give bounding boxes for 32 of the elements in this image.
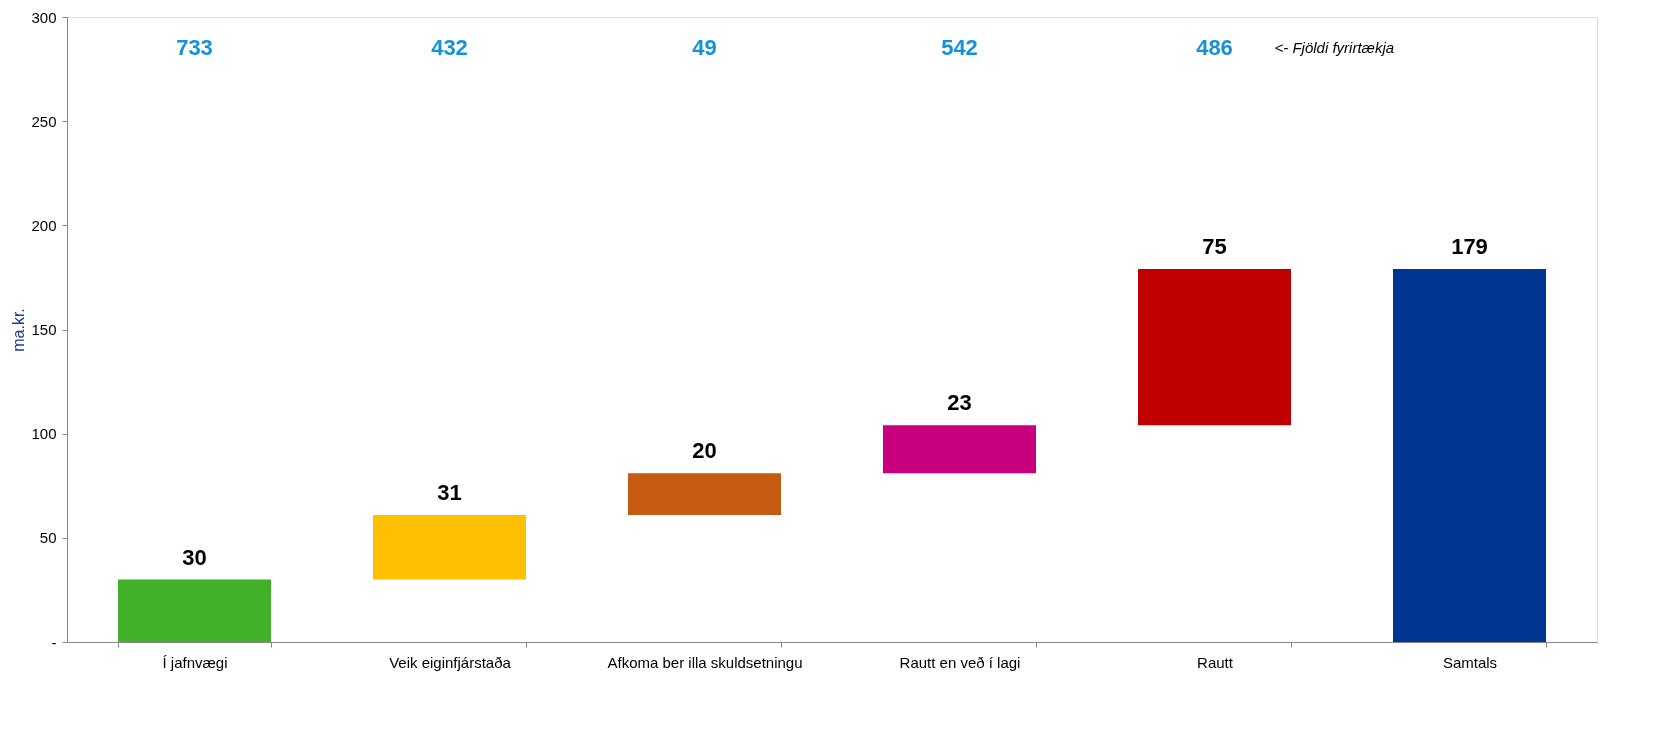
bar: [883, 425, 1036, 474]
annotation: <- Fjöldi fyrirtækja: [1274, 39, 1395, 57]
data-label: 20: [692, 438, 717, 464]
y-tick-label: 250: [31, 112, 57, 130]
x-tick-label: Rautt en veð í lagi: [899, 653, 1021, 671]
data-label: 75: [1202, 234, 1227, 260]
bar: [628, 473, 781, 515]
annotation: 49: [692, 35, 717, 61]
annotation: 486: [1196, 35, 1233, 61]
data-label: 31: [437, 479, 462, 505]
x-tick-label: Samtals: [1442, 653, 1498, 671]
y-axis-title: ma.kr.: [10, 308, 28, 352]
annotation: 542: [941, 35, 978, 61]
bar: [373, 514, 526, 580]
y-tick-label: 200: [31, 216, 57, 234]
data-label: 30: [182, 544, 207, 570]
y-tick-label: 100: [31, 425, 57, 443]
bar: [1138, 269, 1291, 426]
data-label: 179: [1451, 234, 1488, 260]
y-tick-label: 150: [31, 321, 57, 338]
annotation: 733: [176, 35, 213, 61]
x-tick-label: Rautt: [1197, 653, 1234, 671]
x-tick-label: Veik eiginfjárstaða: [389, 653, 512, 671]
y-tick-label: 300: [31, 8, 57, 26]
y-tick-label: -: [51, 633, 57, 651]
data-label: 23: [947, 390, 972, 416]
bar: [1393, 269, 1546, 642]
x-tick-label: Í jafnvægi: [162, 653, 228, 671]
x-tick-label: Afkoma ber illa skuldsetningu: [607, 653, 803, 671]
y-tick-label: 50: [39, 529, 57, 547]
bar: [118, 579, 271, 642]
annotation: 432: [431, 35, 468, 61]
